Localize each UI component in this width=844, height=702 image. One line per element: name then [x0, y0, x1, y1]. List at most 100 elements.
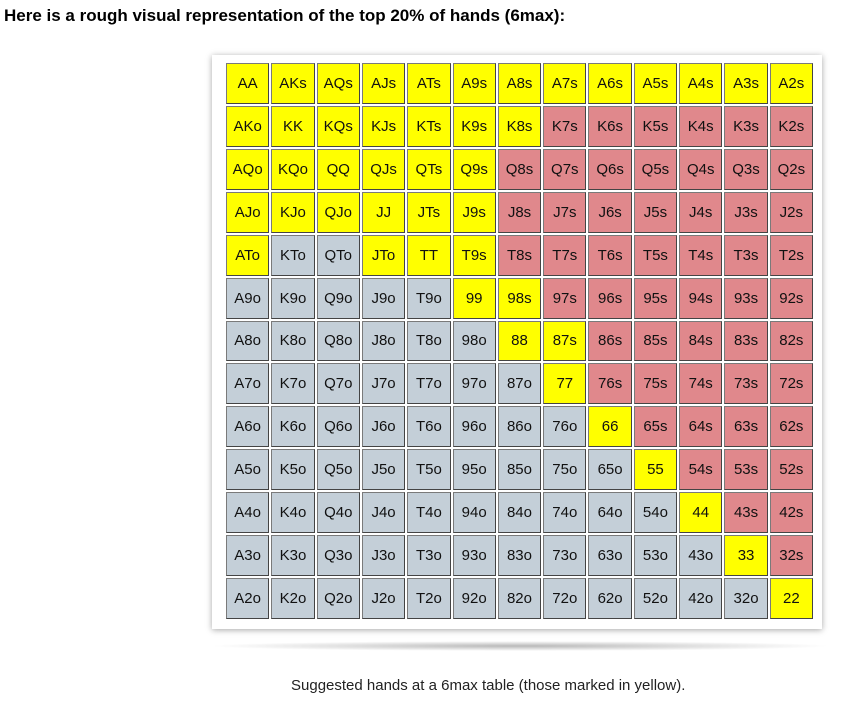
hand-cell: AQs — [316, 63, 360, 104]
hand-cell: 54s — [679, 449, 723, 491]
hand-cell: T5o — [407, 449, 451, 491]
hand-cell: J5s — [633, 191, 678, 233]
hand-cell: 55 — [633, 449, 678, 491]
hand-cell: K5s — [633, 105, 678, 147]
hand-cell: 74o — [543, 492, 587, 534]
hand-cell: J4s — [679, 191, 723, 233]
hand-cell: 52s — [769, 449, 813, 491]
hand-cell: 43o — [679, 535, 723, 577]
hand-cell: QJs — [361, 148, 406, 190]
hand-cell: 87s — [543, 320, 587, 362]
hand-cell: 64s — [679, 406, 723, 448]
hand-cell: 62s — [769, 406, 813, 448]
hand-cell: 97s — [543, 277, 587, 319]
hand-cell: 84o — [497, 492, 542, 534]
hand-cell: A4s — [679, 63, 723, 104]
hand-cell: 99 — [452, 277, 496, 319]
hand-cell: KTs — [407, 105, 451, 147]
hand-cell: J4o — [361, 492, 406, 534]
hand-cell: TT — [407, 234, 451, 276]
hand-cell: Q2s — [769, 148, 813, 190]
hand-cell: 43s — [724, 492, 768, 534]
hand-cell: KQs — [316, 105, 360, 147]
hand-cell: 96s — [588, 277, 632, 319]
hand-cell: A5s — [633, 63, 678, 104]
hand-cell: ATo — [226, 234, 270, 276]
hand-cell: K6o — [271, 406, 315, 448]
hand-cell: 88 — [497, 320, 542, 362]
hand-cell: Q4o — [316, 492, 360, 534]
hand-cell: 82o — [497, 578, 542, 619]
hand-cell: Q9s — [452, 148, 496, 190]
hand-cell: Q8s — [497, 148, 542, 190]
hand-cell: 73o — [543, 535, 587, 577]
hand-cell: KJo — [271, 191, 315, 233]
hand-cell: Q4s — [679, 148, 723, 190]
hand-cell: Q6o — [316, 406, 360, 448]
hand-cell: T8o — [407, 320, 451, 362]
hand-cell: AJs — [361, 63, 406, 104]
hand-cell: Q9o — [316, 277, 360, 319]
hand-cell: 98o — [452, 320, 496, 362]
hand-cell: 75o — [543, 449, 587, 491]
hand-cell: 42s — [769, 492, 813, 534]
hand-cell: J9o — [361, 277, 406, 319]
hand-cell: QJo — [316, 191, 360, 233]
hand-cell: 33 — [724, 535, 768, 577]
hand-cell: 86o — [497, 406, 542, 448]
hand-cell: A2s — [769, 63, 813, 104]
hand-cell: 52o — [633, 578, 678, 619]
hand-cell: J6s — [588, 191, 632, 233]
hand-cell: A6o — [226, 406, 270, 448]
hand-cell: 73s — [724, 363, 768, 405]
hand-cell: 92s — [769, 277, 813, 319]
hand-cell: AQo — [226, 148, 270, 190]
hand-cell: J3o — [361, 535, 406, 577]
hand-cell: ATs — [407, 63, 451, 104]
hand-cell: K2s — [769, 105, 813, 147]
hand-cell: 86s — [588, 320, 632, 362]
hand-cell: K9o — [271, 277, 315, 319]
hand-cell: T5s — [633, 234, 678, 276]
hand-cell: KJs — [361, 105, 406, 147]
hand-cell: A3o — [226, 535, 270, 577]
hand-cell: J5o — [361, 449, 406, 491]
hand-cell: 53s — [724, 449, 768, 491]
hand-cell: JJ — [361, 191, 406, 233]
hand-cell: 32o — [724, 578, 768, 619]
hand-cell: 83o — [497, 535, 542, 577]
hand-cell: J2o — [361, 578, 406, 619]
hand-cell: T6s — [588, 234, 632, 276]
hand-cell: T8s — [497, 234, 542, 276]
hand-cell: AJo — [226, 191, 270, 233]
hand-range-grid: AA AKs AQs AJs ATs A9s A8s A7s A6s A5s A4s A3s A2s AK… — [226, 63, 813, 619]
hand-cell: K9s — [452, 105, 496, 147]
hand-cell: T2s — [769, 234, 813, 276]
hand-cell: J9s — [452, 191, 496, 233]
hand-cell: Q2o — [316, 578, 360, 619]
hand-cell: T4o — [407, 492, 451, 534]
hand-cell: T7s — [543, 234, 587, 276]
hand-cell: KK — [271, 105, 315, 147]
hand-cell: T3s — [724, 234, 768, 276]
hand-cell: T6o — [407, 406, 451, 448]
hand-cell: 95s — [633, 277, 678, 319]
hand-cell: K8o — [271, 320, 315, 362]
hand-cell: Q5o — [316, 449, 360, 491]
frame-shadow — [208, 641, 832, 651]
hand-cell: 32s — [769, 535, 813, 577]
hand-cell: 95o — [452, 449, 496, 491]
hand-cell: K3s — [724, 105, 768, 147]
hand-cell: 54o — [633, 492, 678, 534]
hand-cell: K6s — [588, 105, 632, 147]
hand-cell: 84s — [679, 320, 723, 362]
page-heading: Here is a rough visual representation of… — [4, 6, 566, 25]
hand-cell: J8o — [361, 320, 406, 362]
hand-cell: 83s — [724, 320, 768, 362]
hand-cell: Q7s — [543, 148, 587, 190]
hand-cell: 77 — [543, 363, 587, 405]
hand-cell: 85o — [497, 449, 542, 491]
hand-cell: 82s — [769, 320, 813, 362]
hand-cell: J7s — [543, 191, 587, 233]
hand-cell: A3s — [724, 63, 768, 104]
